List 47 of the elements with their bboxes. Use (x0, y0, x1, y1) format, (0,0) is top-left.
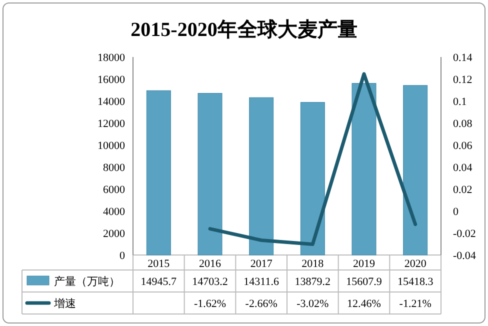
y2-tick-label: 0.14 (453, 52, 473, 64)
data-label: 15607.9 (346, 276, 382, 288)
y-tick-label: 18000 (98, 52, 126, 64)
y-tick-label: 16000 (98, 74, 126, 86)
data-label: 12.46% (347, 298, 381, 310)
y-tick-label: 0 (120, 250, 126, 262)
x-tick-label: 2018 (302, 258, 324, 270)
y2-tick-label: 0.1 (453, 96, 467, 108)
y2-tick-label: 0.08 (453, 118, 473, 130)
y2-tick-label: -0.04 (453, 250, 476, 262)
legend-label: 产量（万吨） (54, 275, 120, 288)
y-tick-label: 14000 (98, 96, 126, 108)
bar (352, 83, 376, 256)
y2-tick-label: 0.12 (453, 74, 472, 86)
x-tick-label: 2016 (199, 258, 222, 270)
data-label: 14945.7 (140, 276, 178, 288)
y-tick-label: 6000 (103, 184, 126, 196)
bar (146, 90, 171, 256)
chart-title: 2015-2020年全球大麦产量 (130, 18, 358, 41)
data-label: -1.62% (194, 298, 226, 310)
x-tick-label: 2015 (148, 258, 170, 270)
y-tick-label: 4000 (103, 206, 126, 218)
x-tick-label: 2019 (353, 258, 376, 270)
line-series (208, 72, 418, 246)
data-label: 14311.6 (244, 276, 280, 288)
y2-tick-label: 0.04 (453, 162, 473, 174)
y-tick-label: 2000 (103, 228, 126, 240)
y2-tick-label: 0.06 (453, 140, 473, 152)
data-label: 15418.3 (397, 276, 434, 288)
y-tick-label: 12000 (98, 118, 126, 130)
bar (403, 85, 428, 256)
y-tick-label: 8000 (103, 162, 126, 174)
data-label: -2.66% (245, 298, 278, 310)
data-label: -3.02% (296, 298, 329, 310)
data-label: 14703.2 (192, 276, 228, 288)
y-tick-label: 10000 (98, 140, 126, 152)
y2-tick-label: -0.02 (453, 228, 476, 240)
x-tick-label: 2017 (250, 258, 273, 270)
data-label: 13879.2 (294, 276, 331, 288)
legend-label: 增速 (53, 297, 76, 310)
data-label: -1.21% (399, 298, 432, 310)
bar (198, 93, 222, 256)
bar (300, 102, 325, 256)
y2-tick-label: 0.02 (453, 184, 472, 196)
x-tick-label: 2020 (404, 258, 427, 270)
bar (249, 97, 274, 256)
y2-tick-label: 0 (453, 206, 459, 218)
